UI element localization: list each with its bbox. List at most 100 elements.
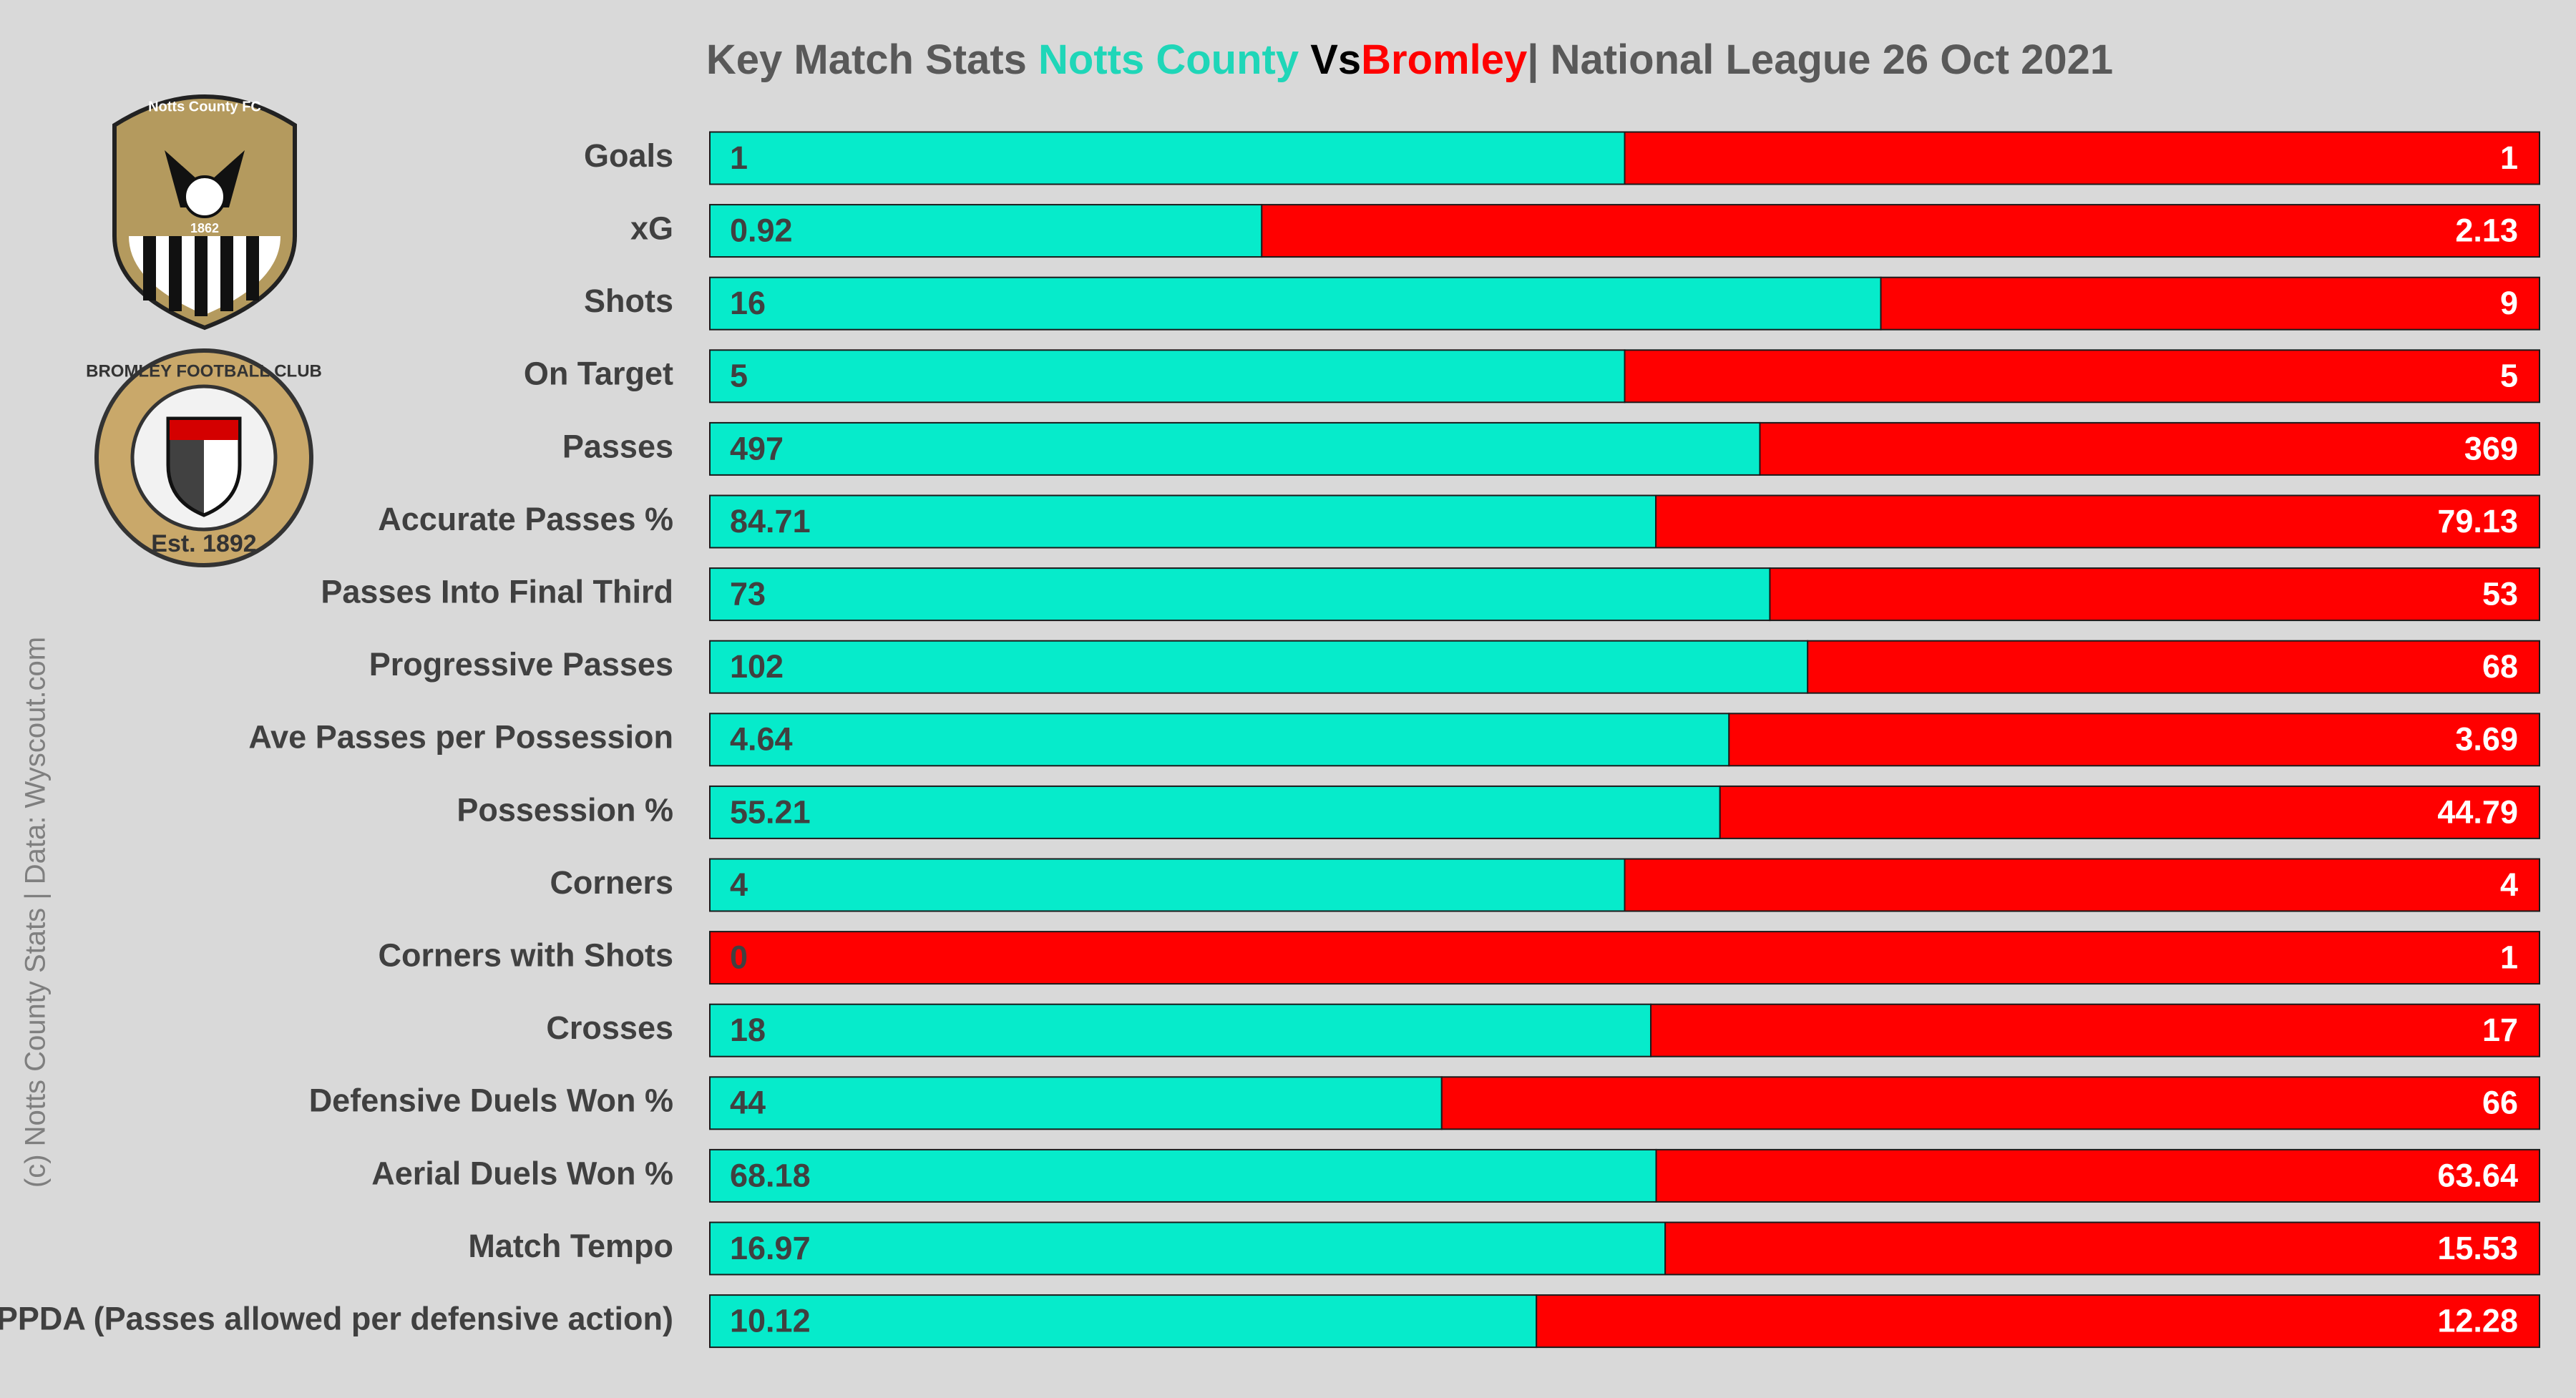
category-label: Defensive Duels Won % xyxy=(309,1082,673,1119)
bar-segment xyxy=(1440,1076,2540,1130)
value-label: 55.21 xyxy=(730,793,811,830)
value-label: 16 xyxy=(730,285,766,321)
category-label: Crosses xyxy=(546,1010,673,1046)
bar-segment xyxy=(1650,1003,2540,1057)
bar-segment xyxy=(1759,421,2540,476)
bar-segment xyxy=(709,131,1626,185)
category-label: Goals xyxy=(584,137,673,174)
value-label: 2.13 xyxy=(2455,212,2518,248)
value-label: 497 xyxy=(730,430,784,466)
category-label: Shots xyxy=(584,283,673,319)
category-label: Aerial Duels Won % xyxy=(371,1155,673,1191)
value-label: 68.18 xyxy=(730,1157,811,1193)
bar-segment xyxy=(1624,349,2540,404)
bar-segment xyxy=(709,1221,1667,1276)
value-label: 84.71 xyxy=(730,503,811,539)
bar-segment xyxy=(1719,785,2540,839)
value-label: 1 xyxy=(2500,140,2518,176)
bar-segment xyxy=(709,349,1626,404)
value-label: 102 xyxy=(730,648,784,685)
category-label: Progressive Passes xyxy=(369,646,673,683)
bar-segment xyxy=(1624,131,2540,185)
value-label: 16.97 xyxy=(730,1230,811,1266)
chart-title: Key Match Stats Notts County VsBromley| … xyxy=(706,36,2113,83)
value-label: 79.13 xyxy=(2437,503,2518,539)
bar-segment xyxy=(709,713,1730,767)
value-label: 4 xyxy=(730,866,748,903)
value-label: 0 xyxy=(730,939,748,975)
bar-segment xyxy=(709,858,1626,912)
value-label: 17 xyxy=(2482,1012,2518,1048)
value-label: 9 xyxy=(2500,285,2518,321)
home-logo: Notts County FC 1862 xyxy=(112,94,297,331)
category-label: Match Tempo xyxy=(468,1228,673,1264)
value-label: 5 xyxy=(730,358,748,394)
ball xyxy=(183,175,226,218)
category-label: Accurate Passes % xyxy=(378,501,673,537)
bar-segment xyxy=(709,567,1771,622)
bar-segment xyxy=(709,640,1809,694)
category-label: xG xyxy=(630,210,673,246)
value-label: 44 xyxy=(730,1085,766,1121)
crest-half xyxy=(169,440,204,514)
value-label: 63.64 xyxy=(2437,1157,2518,1193)
value-label: 4.64 xyxy=(730,721,793,758)
value-label: 0.92 xyxy=(730,212,793,248)
title-suffix: | National League 26 Oct 2021 xyxy=(1527,36,2113,83)
bar-segment xyxy=(1261,204,2540,258)
value-label: 15.53 xyxy=(2437,1230,2518,1266)
logo-year: 1862 xyxy=(190,221,219,235)
category-label: Corners xyxy=(550,864,673,901)
bar-segment xyxy=(709,421,1761,476)
value-label: 66 xyxy=(2482,1085,2518,1121)
bar-segment xyxy=(709,1148,1657,1203)
category-label: Possession % xyxy=(457,791,673,828)
value-label: 369 xyxy=(2464,430,2518,466)
category-label: Corners with Shots xyxy=(378,937,673,973)
bar-segment xyxy=(1664,1221,2541,1276)
bar-segment xyxy=(1624,858,2540,912)
away-logo: BROMLEY FOOTBALL CLUB Est. 1892 xyxy=(86,348,322,567)
bar-segment xyxy=(709,204,1263,258)
logo-est: Est. 1892 xyxy=(151,530,256,557)
value-label: 44.79 xyxy=(2437,793,2518,830)
bar-segment xyxy=(709,1003,1652,1057)
value-label: 68 xyxy=(2482,648,2518,685)
category-label: On Target xyxy=(524,356,673,392)
category-label: PPDA (Passes allowed per defensive actio… xyxy=(0,1300,673,1336)
value-label: 53 xyxy=(2482,575,2518,612)
bar-segment xyxy=(1807,640,2540,694)
bar-segment xyxy=(709,1294,1538,1349)
stripes xyxy=(143,236,259,316)
title-away-team: Bromley xyxy=(1361,36,1527,83)
bar-segment xyxy=(1880,276,2540,331)
bar-segment xyxy=(709,785,1721,839)
title-prefix: Key Match Stats xyxy=(706,36,1027,83)
bar-segment xyxy=(1728,713,2540,767)
logo-text: BROMLEY FOOTBALL CLUB xyxy=(86,361,322,381)
bar-segment xyxy=(709,494,1657,549)
bar-segment xyxy=(1655,494,2540,549)
title-home-team: Notts County xyxy=(1038,36,1299,83)
value-label: 4 xyxy=(2500,866,2518,903)
category-label: Passes Into Final Third xyxy=(321,573,673,610)
value-label: 1 xyxy=(2500,939,2518,975)
value-label: 5 xyxy=(2500,358,2518,394)
category-label: Passes xyxy=(562,428,673,464)
credit: (c) Notts County Stats | Data: Wyscout.c… xyxy=(20,637,52,1188)
logo-text: Notts County FC xyxy=(148,99,261,114)
bar-segment xyxy=(709,931,2540,985)
bar-segment xyxy=(1769,567,2540,622)
value-label: 18 xyxy=(730,1012,766,1048)
bar-segment xyxy=(1655,1148,2540,1203)
bar-segment xyxy=(1536,1294,2540,1349)
title-connector: Vs xyxy=(1310,36,1361,83)
category-label: Ave Passes per Possession xyxy=(248,719,673,756)
value-label: 1 xyxy=(730,140,748,176)
value-label: 3.69 xyxy=(2455,721,2518,758)
value-label: 10.12 xyxy=(730,1302,811,1339)
crest-band xyxy=(170,420,238,440)
value-label: 12.28 xyxy=(2437,1302,2518,1339)
value-label: 73 xyxy=(730,575,766,612)
